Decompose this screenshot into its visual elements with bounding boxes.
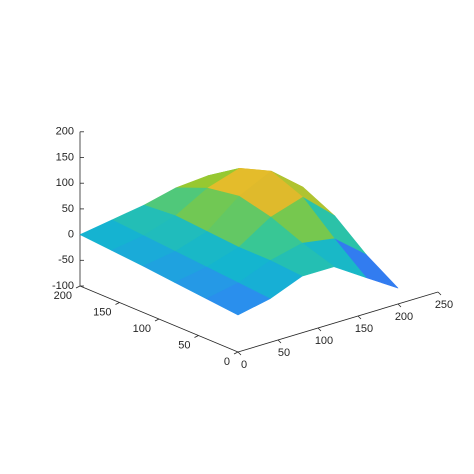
y-tick xyxy=(233,351,239,355)
z-tick-label: 50 xyxy=(62,203,74,215)
x-tick xyxy=(237,351,242,356)
y-tick xyxy=(154,318,160,322)
z-tick-label: 200 xyxy=(56,126,74,138)
y-tick-label: 100 xyxy=(133,323,151,335)
x-tick-label: 50 xyxy=(278,347,290,359)
y-tick-label: 150 xyxy=(93,306,111,318)
y-tick xyxy=(115,302,120,305)
z-tick-label: 150 xyxy=(56,151,74,163)
y-tick-label: 200 xyxy=(54,290,72,302)
x-tick-label: 150 xyxy=(355,323,373,335)
y-tick-label: 0 xyxy=(224,356,230,368)
z-tick-label: 100 xyxy=(56,177,74,189)
z-tick-label: 0 xyxy=(68,229,74,241)
y-tick xyxy=(194,335,199,338)
x-tick-label: 200 xyxy=(395,311,413,323)
x-tick-label: 100 xyxy=(315,335,333,347)
x-axis xyxy=(237,291,439,353)
x-tick xyxy=(437,291,442,296)
surface-patch xyxy=(206,282,271,316)
y-tick xyxy=(75,285,81,289)
x-tick xyxy=(317,327,322,332)
x-tick-label: 0 xyxy=(241,359,247,371)
z-tick-label: -50 xyxy=(58,254,74,266)
x-tick xyxy=(357,315,362,320)
x-tick-label: 250 xyxy=(435,299,453,311)
x-tick xyxy=(397,303,402,308)
z-tick-label: -100 xyxy=(52,280,74,292)
x-tick xyxy=(277,339,282,344)
y-tick-label: 50 xyxy=(178,339,190,351)
